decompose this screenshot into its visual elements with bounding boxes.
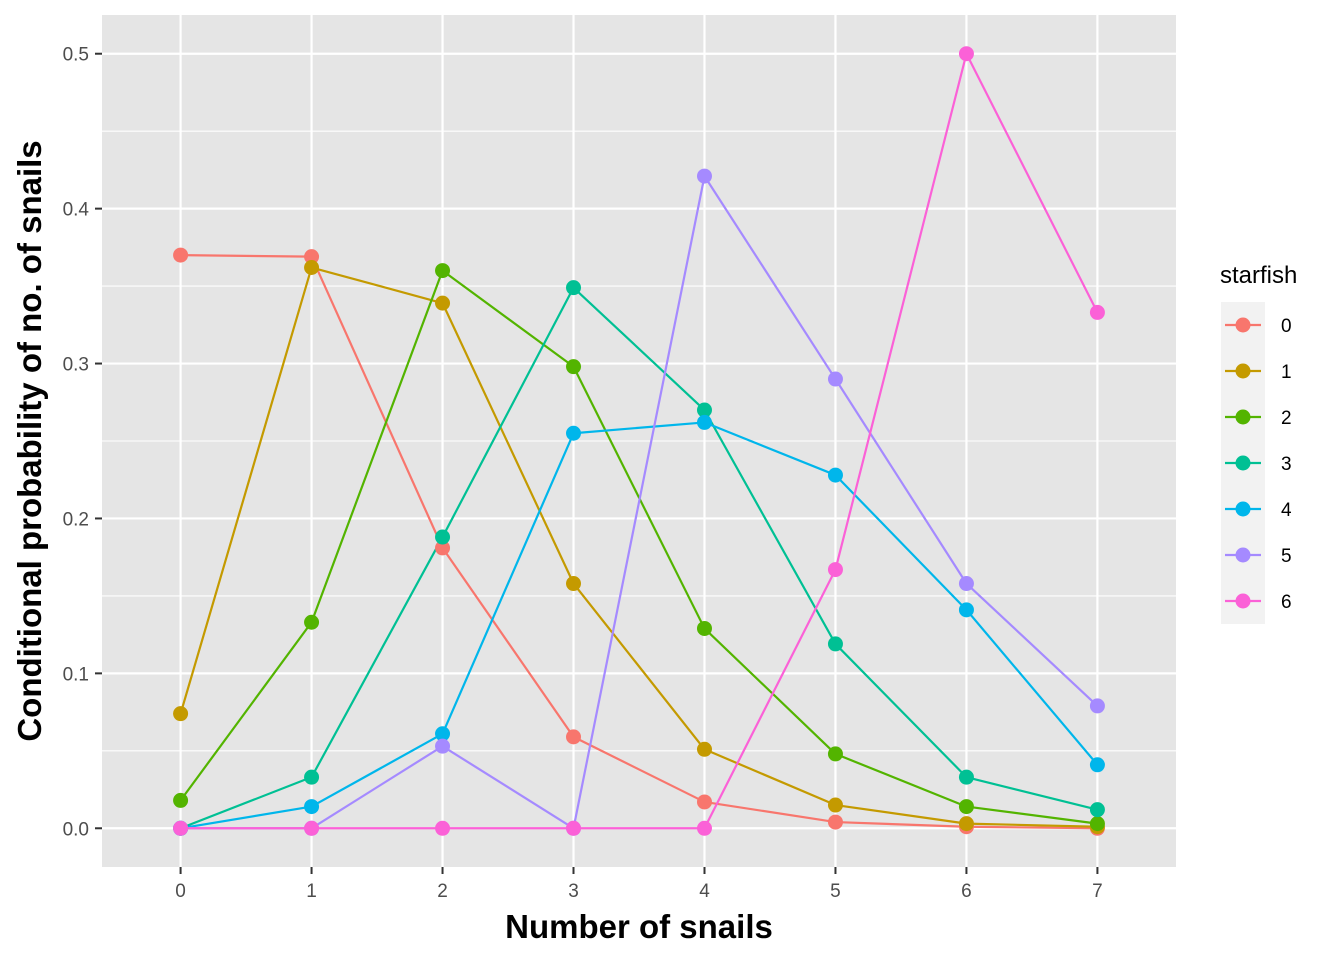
x-tick-label: 7 xyxy=(1092,881,1103,902)
y-tick-label: 0.2 xyxy=(63,509,89,530)
series-line-1 xyxy=(179,266,1098,828)
series-point-2 xyxy=(304,614,320,630)
series-point-3 xyxy=(304,769,320,785)
y-axis-title: Conditional probability of no. of snails xyxy=(11,140,48,741)
series-point-3 xyxy=(827,636,843,652)
series-point-4 xyxy=(696,414,712,430)
legend: starfish 0 1 2 3 4 5 6 xyxy=(1220,262,1297,624)
series-point-2 xyxy=(958,799,974,815)
series-point-4 xyxy=(304,799,320,815)
series-line-0 xyxy=(180,254,1098,830)
series-point-0 xyxy=(827,814,843,830)
x-tick-label: 1 xyxy=(306,881,317,902)
legend-key-point xyxy=(1235,363,1251,379)
series-point-0 xyxy=(435,540,451,556)
y-tick-label: 0.1 xyxy=(63,664,89,685)
series-point-4 xyxy=(566,425,582,441)
series-point-0 xyxy=(566,729,582,745)
series-point-4 xyxy=(958,602,974,618)
x-tick-label: 5 xyxy=(830,881,841,902)
legend-key-point xyxy=(1235,547,1251,563)
legend-key-point xyxy=(1235,455,1251,471)
series-line-3 xyxy=(180,286,1098,830)
series-point-1 xyxy=(696,741,712,757)
series-point-2 xyxy=(435,263,451,279)
series-point-2 xyxy=(173,792,189,808)
legend-key-point xyxy=(1235,317,1251,333)
x-tick-label: 3 xyxy=(568,881,579,902)
series-point-3 xyxy=(958,769,974,785)
series-point-6 xyxy=(1089,304,1105,320)
series-point-2 xyxy=(566,359,582,375)
y-tick-label: 0.0 xyxy=(63,819,89,840)
series-point-1 xyxy=(958,816,974,832)
series-point-2 xyxy=(827,746,843,762)
legend-key-point xyxy=(1235,409,1251,425)
series-point-4 xyxy=(827,467,843,483)
y-tick-label: 0.5 xyxy=(63,45,89,66)
series-layer xyxy=(173,46,1105,836)
series-point-3 xyxy=(566,280,582,296)
legend-label: 3 xyxy=(1281,454,1292,475)
series-point-4 xyxy=(1089,757,1105,773)
series-line-6 xyxy=(180,52,1099,830)
x-axis: 0 1 2 3 4 5 6 7 xyxy=(175,867,1103,902)
series-point-5 xyxy=(435,738,451,754)
series-point-3 xyxy=(696,402,712,418)
series-point-6 xyxy=(435,820,451,836)
y-tick-label: 0.3 xyxy=(63,355,89,376)
legend-label: 6 xyxy=(1281,592,1292,613)
legend-key-point xyxy=(1235,593,1251,609)
legend-title: starfish xyxy=(1220,262,1297,289)
series-point-6 xyxy=(827,562,843,578)
series-line-4 xyxy=(180,421,1099,830)
series-point-3 xyxy=(1089,802,1105,818)
series-point-2 xyxy=(696,620,712,636)
series-point-6 xyxy=(958,46,974,62)
series-point-0 xyxy=(304,249,320,265)
legend-label: 1 xyxy=(1281,362,1292,383)
x-tick-label: 0 xyxy=(175,881,186,902)
series-point-1 xyxy=(435,295,451,311)
x-axis-title: Number of snails xyxy=(505,908,773,945)
legend-label: 4 xyxy=(1281,500,1292,521)
series-point-5 xyxy=(1089,698,1105,714)
x-tick-label: 2 xyxy=(437,881,448,902)
series-point-5 xyxy=(827,371,843,387)
series-point-1 xyxy=(566,576,582,592)
series-point-6 xyxy=(696,820,712,836)
series-point-5 xyxy=(696,168,712,184)
series-point-3 xyxy=(435,529,451,545)
series-point-1 xyxy=(827,797,843,813)
legend-key-point xyxy=(1235,501,1251,517)
series-point-0 xyxy=(173,247,189,263)
series-point-4 xyxy=(435,726,451,742)
series-point-6 xyxy=(566,820,582,836)
series-point-0 xyxy=(696,794,712,810)
legend-label: 2 xyxy=(1281,408,1292,429)
grid-lines xyxy=(102,15,1176,867)
series-point-6 xyxy=(173,820,189,836)
x-tick-label: 6 xyxy=(961,881,972,902)
legend-label: 5 xyxy=(1281,546,1292,567)
series-point-5 xyxy=(958,576,974,592)
y-axis: 0.0 0.1 0.2 0.3 0.4 0.5 xyxy=(63,45,102,840)
legend-label: 0 xyxy=(1281,316,1292,337)
x-tick-label: 4 xyxy=(699,881,710,902)
series-point-1 xyxy=(304,260,320,276)
series-point-1 xyxy=(173,706,189,722)
series-point-2 xyxy=(1089,816,1105,832)
series-line-5 xyxy=(180,175,1099,830)
series-point-6 xyxy=(304,820,320,836)
y-tick-label: 0.4 xyxy=(63,200,90,221)
